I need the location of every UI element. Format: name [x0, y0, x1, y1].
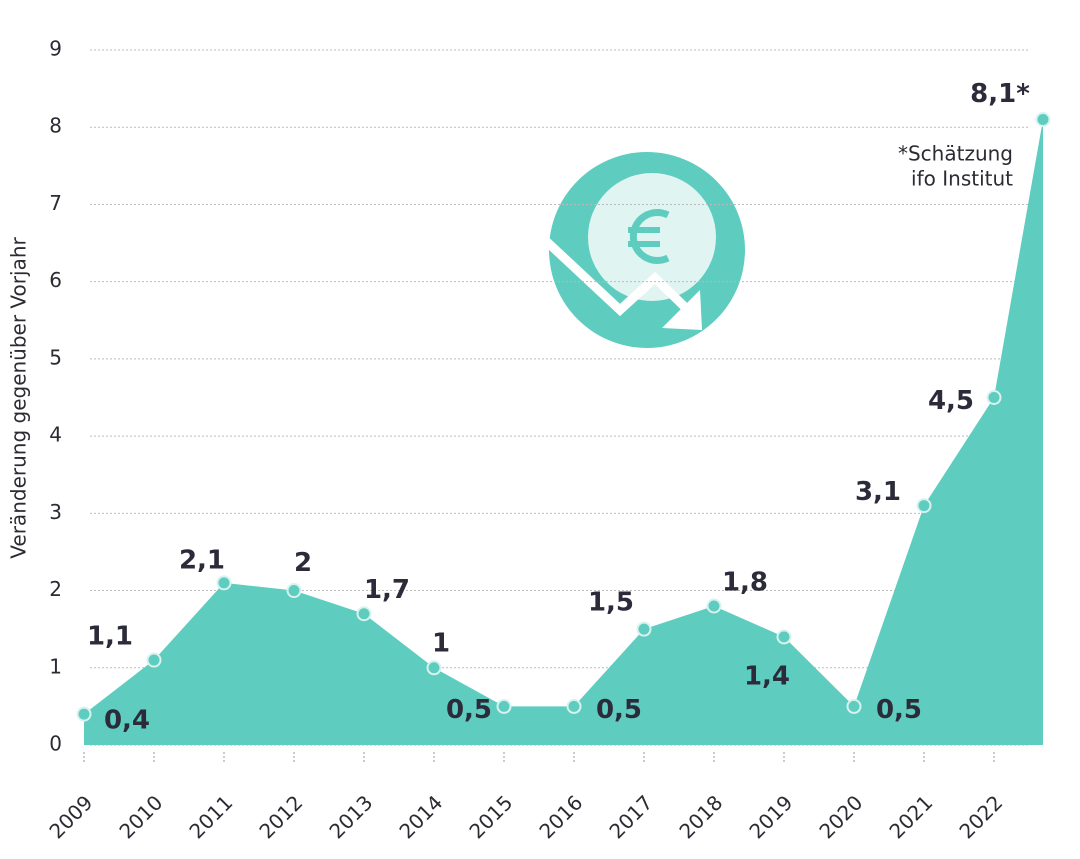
x-tick-label: 2009 — [44, 790, 97, 843]
point — [776, 629, 792, 645]
value-label: 4,5 — [928, 386, 974, 416]
x-tick-label: 2016 — [534, 790, 587, 843]
y-tick-label: 7 — [49, 191, 62, 215]
annotation: *Schätzung — [898, 142, 1013, 166]
x-tick-label: 2020 — [814, 790, 867, 843]
euro-bars — [628, 227, 660, 247]
icon — [541, 152, 745, 348]
value-label: 2,1 — [179, 545, 225, 575]
point — [1035, 112, 1051, 127]
y-tick-label: 4 — [49, 423, 62, 447]
point — [846, 698, 862, 714]
icon-inner — [588, 173, 716, 301]
x-tick-label: 2012 — [254, 790, 307, 843]
point — [286, 583, 302, 599]
value-label: 0,5 — [596, 695, 642, 725]
x-tick-label: 2013 — [324, 790, 377, 843]
x-tick-label: 2010 — [114, 790, 167, 843]
y-tick-label: 2 — [49, 577, 62, 601]
x-tick-label: 2017 — [604, 790, 657, 843]
y-axis-label: Veränderung gegenüber Vorjahr — [7, 237, 31, 559]
value-label: 1,8 — [722, 568, 768, 598]
point — [76, 706, 92, 722]
y-tick-label: 0 — [49, 732, 62, 756]
value-label: 2 — [294, 548, 312, 578]
value-label: 1,5 — [588, 588, 634, 618]
point — [216, 575, 232, 591]
y-tick-label: 9 — [49, 37, 62, 61]
point — [916, 498, 932, 514]
value-label: 0,5 — [876, 695, 922, 725]
icon-arrow-head — [662, 290, 702, 330]
x-tick-label: 2019 — [744, 790, 797, 843]
value-label: 0,5 — [446, 695, 492, 725]
x-tick-label: 2021 — [884, 790, 937, 843]
value-label: 1,4 — [744, 661, 790, 691]
y-tick-label: 3 — [49, 500, 62, 524]
point — [496, 698, 512, 714]
point — [706, 598, 722, 614]
point — [986, 390, 1002, 405]
value-label: 1,7 — [364, 575, 410, 605]
x-tick-label: 2011 — [184, 790, 237, 843]
value-label: 8,1* — [970, 79, 1030, 109]
point — [356, 606, 372, 622]
point — [146, 652, 162, 668]
point — [636, 621, 652, 637]
point — [566, 698, 582, 714]
point — [426, 660, 442, 676]
x-tick-label: 2014 — [394, 790, 447, 843]
x-tick-label: 2018 — [674, 790, 727, 843]
value-label: 3,1 — [855, 477, 901, 507]
value-label: 1,1 — [87, 622, 133, 652]
value-label: 1 — [432, 628, 450, 658]
y-tick-label: 1 — [49, 654, 62, 678]
y-tick-label: 5 — [49, 345, 62, 369]
area — [84, 119, 1043, 745]
icon-arrow — [541, 236, 694, 317]
y-tick-label: 8 — [49, 114, 62, 138]
value-label: 0,4 — [104, 706, 150, 736]
y-tick-label: 6 — [49, 268, 62, 292]
euro-sign — [629, 209, 670, 264]
annotation: ifo Institut — [911, 167, 1013, 191]
x-tick-label: 2022 — [954, 790, 1007, 843]
x-tick-label: 2015 — [464, 790, 517, 843]
